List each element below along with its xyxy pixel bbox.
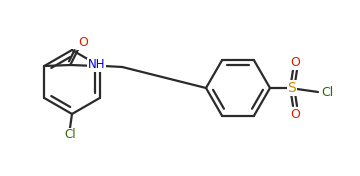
Text: S: S [288, 81, 296, 95]
Text: O: O [290, 108, 300, 121]
Text: O: O [78, 36, 88, 49]
Text: O: O [290, 55, 300, 68]
Text: Cl: Cl [321, 86, 333, 99]
Text: Cl: Cl [64, 128, 76, 142]
Text: NH: NH [87, 58, 105, 71]
